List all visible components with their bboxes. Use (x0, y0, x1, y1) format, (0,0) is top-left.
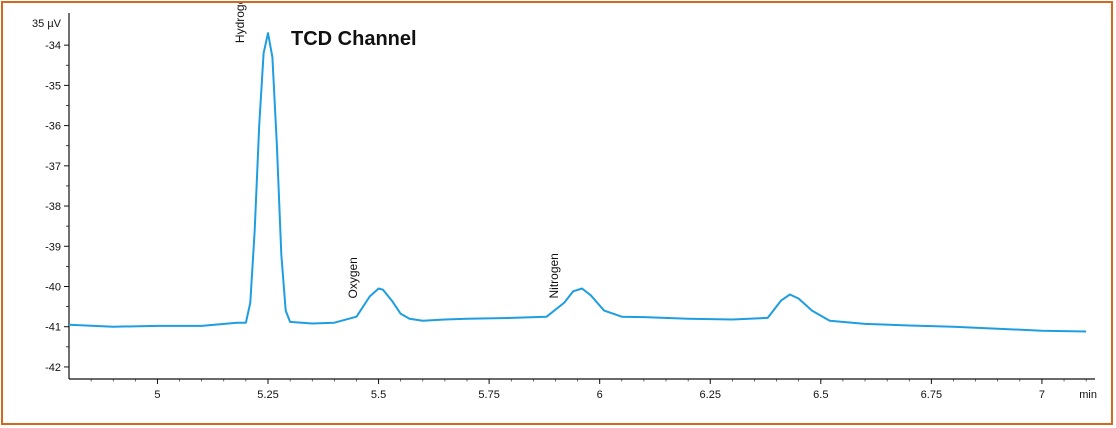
x-tick-label: 7 (1039, 389, 1045, 401)
peak-label-nitrogen: Nitrogen (547, 253, 561, 298)
y-tick-label: -34 (45, 40, 61, 52)
y-tick-label: -37 (45, 161, 61, 173)
y-tick-label: -39 (45, 241, 61, 253)
y-tick-label: -38 (45, 201, 61, 213)
x-unit-label: min (1079, 389, 1097, 401)
y-unit-label: 35 µV (32, 18, 62, 30)
y-tick-label: -42 (45, 362, 61, 374)
y-tick-label: -36 (45, 121, 61, 133)
x-tick-label: 6.25 (700, 389, 721, 401)
x-tick-label: 6.5 (813, 389, 828, 401)
y-tick-label: -40 (45, 281, 61, 293)
x-tick-label: 6 (597, 389, 603, 401)
series-line-0 (68, 32, 1087, 333)
x-tick-label: 6.75 (921, 389, 942, 401)
y-tick-label: -35 (45, 80, 61, 92)
peak-label-oxygen: Oxygen (346, 257, 360, 298)
chromatogram-chart: -34 -35 -36 -37 -38 -39 -40 -41 -42 35 µV 5 5.25 5.5… (32, 3, 1097, 401)
peak-label-hydrogen: Hydrogen (233, 3, 247, 43)
plot-area: -34 -35 -36 -37 -38 -39 -40 -41 -42 35 µV 5 5.25 5.5… (32, 3, 1097, 401)
y-tick-label: -41 (45, 322, 61, 334)
chart-title: TCD Channel (291, 28, 417, 50)
x-tick-label: 5.5 (371, 389, 386, 401)
x-tick-label: 5 (154, 389, 160, 401)
x-tick-label: 5.25 (257, 389, 278, 401)
x-tick-label: 5.75 (478, 389, 499, 401)
